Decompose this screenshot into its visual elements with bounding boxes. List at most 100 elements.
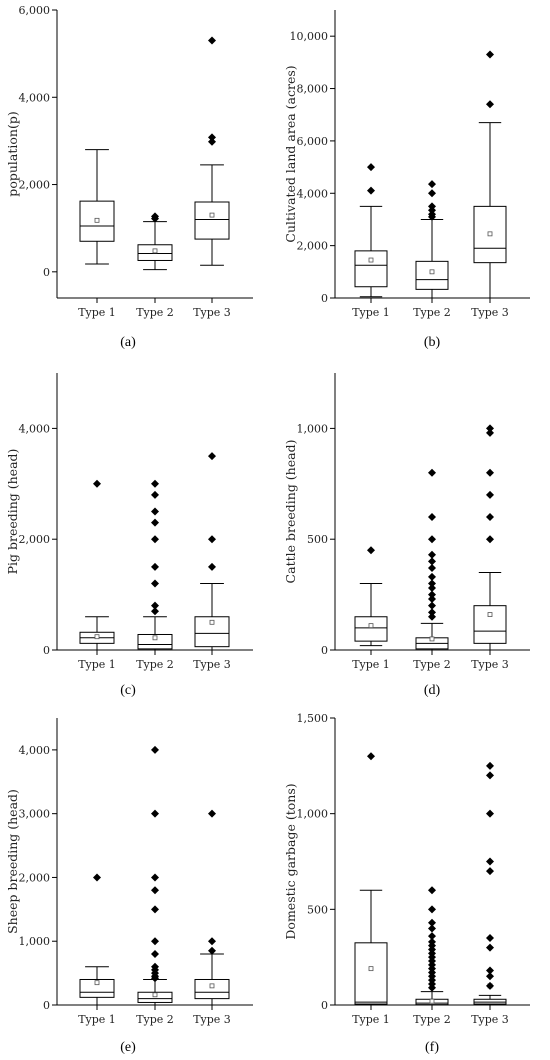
outlier-point <box>428 886 436 895</box>
outlier-point <box>151 962 159 971</box>
box-type-2 <box>415 180 449 299</box>
box-type-3 <box>473 50 507 299</box>
mean-marker <box>152 248 158 254</box>
iqr-box <box>415 260 449 290</box>
outlier-point <box>486 100 494 109</box>
mean-marker <box>368 257 374 263</box>
x-tick-label: Type 1 <box>352 306 390 319</box>
mean-marker <box>487 231 493 237</box>
panel-label: (d) <box>424 683 441 698</box>
x-tick-label: Type 2 <box>136 658 174 671</box>
outlier-point <box>208 535 216 544</box>
box-type-1 <box>354 163 388 298</box>
box-type-1 <box>79 479 115 651</box>
iqr-box <box>354 616 388 642</box>
box-type-3 <box>194 452 230 651</box>
iqr-box <box>354 942 388 1005</box>
outlier-point <box>93 873 101 882</box>
outlier-point <box>151 490 159 499</box>
outlier-point <box>151 579 159 588</box>
outlier-point <box>428 601 436 610</box>
panel-label: (a) <box>120 335 136 350</box>
outlier-point <box>428 579 436 588</box>
outlier-point <box>486 424 494 433</box>
outlier-point <box>428 595 436 604</box>
iqr-box <box>137 633 173 650</box>
outlier-point <box>208 36 216 45</box>
mean-marker <box>429 998 435 1004</box>
panel-label: (e) <box>120 1040 136 1055</box>
box-type-2 <box>137 212 173 271</box>
outlier-point <box>486 761 494 770</box>
outlier-point <box>428 202 436 211</box>
x-tick-label: Type 3 <box>471 1013 509 1026</box>
y-tick-label: 500 <box>307 903 328 916</box>
mean-marker <box>429 636 435 642</box>
x-tick-label: Type 1 <box>78 1013 116 1026</box>
y-tick-label: 4,000 <box>19 422 51 435</box>
outlier-point <box>486 981 494 990</box>
chart-panel-6: 0 500 1,000 1,500 Domestic garbage (tons) Typ… <box>283 712 530 1055</box>
iqr-box <box>354 250 388 288</box>
mean-marker <box>209 619 215 625</box>
outlier-point <box>151 562 159 571</box>
x-tick-label: Type 3 <box>471 306 509 319</box>
outlier-point <box>367 546 375 555</box>
chart-panel-5: 0 1,000 2,000 3,000 4,000 Sheep breeding (hea… <box>5 718 253 1055</box>
x-tick-label: Type 1 <box>352 1013 390 1026</box>
x-tick-label: Type 3 <box>193 658 231 671</box>
outlier-point <box>367 163 375 172</box>
x-tick-label: Type 2 <box>413 1013 451 1026</box>
mean-marker <box>94 217 100 223</box>
outlier-point <box>208 452 216 461</box>
y-tick-label: 1,000 <box>19 935 51 948</box>
y-axis-label: Sheep breeding (head) <box>5 789 20 934</box>
panel-label: (b) <box>424 335 441 350</box>
y-tick-label: 1,500 <box>297 712 329 725</box>
outlier-point <box>486 771 494 780</box>
outlier-point <box>208 937 216 946</box>
box-type-1 <box>354 546 388 647</box>
panel-label: (c) <box>120 683 136 698</box>
box-type-2 <box>137 479 173 651</box>
y-tick-label: 4,000 <box>19 91 51 104</box>
mean-marker <box>94 980 100 986</box>
box-type-2 <box>415 468 449 651</box>
outlier-point <box>151 905 159 914</box>
outlier-point <box>486 50 494 59</box>
y-tick-label: 2,000 <box>19 179 51 192</box>
outlier-point <box>367 752 375 761</box>
mean-marker <box>487 612 493 617</box>
y-tick-label: 2,000 <box>19 533 51 546</box>
x-tick-label: Type 2 <box>413 306 451 319</box>
x-tick-label: Type 3 <box>193 1013 231 1026</box>
y-tick-label: 2,000 <box>19 871 51 884</box>
y-tick-label: 6,000 <box>19 4 51 17</box>
box-type-1 <box>354 752 388 1006</box>
outlier-point <box>151 607 159 616</box>
outlier-point <box>428 550 436 559</box>
x-tick-label: Type 1 <box>352 658 390 671</box>
mean-marker <box>368 623 374 629</box>
outlier-point <box>486 867 494 876</box>
box-type-1 <box>79 149 115 265</box>
outlier-point <box>428 608 436 617</box>
iqr-box <box>79 978 115 998</box>
chart-panel-2: 0 2,000 4,000 6,000 8,000 10,000 Cultivated la… <box>283 10 530 350</box>
outlier-point <box>428 590 436 599</box>
outlier-point <box>151 212 159 221</box>
outlier-point <box>208 946 216 955</box>
y-tick-label: 4,000 <box>297 187 329 200</box>
y-tick-label: 3,000 <box>19 808 51 821</box>
outlier-point <box>428 189 436 198</box>
outlier-point <box>486 428 494 437</box>
iqr-box <box>137 991 173 1003</box>
outlier-point <box>428 572 436 581</box>
x-tick-label: Type 1 <box>78 658 116 671</box>
outlier-point <box>428 905 436 914</box>
x-tick-label: Type 1 <box>78 306 116 319</box>
outlier-point <box>486 943 494 952</box>
y-tick-label: 4,000 <box>19 744 51 757</box>
mean-marker <box>152 992 158 998</box>
y-tick-label: 0 <box>43 644 50 657</box>
